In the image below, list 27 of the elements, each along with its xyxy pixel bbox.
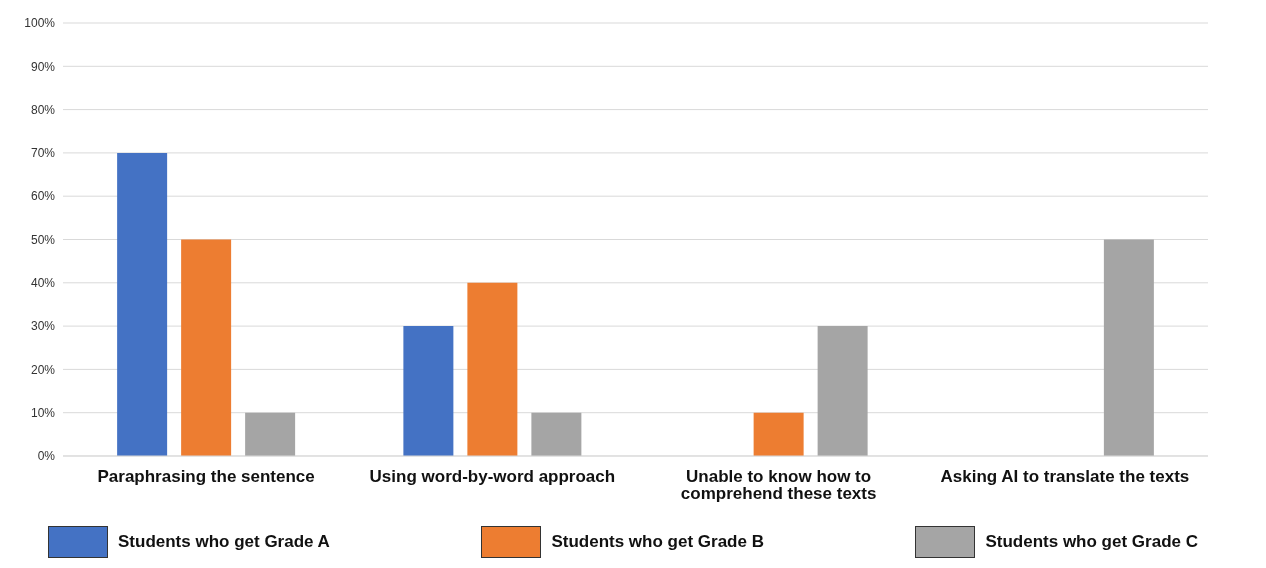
x-tick-label: Paraphrasing the sentence bbox=[97, 467, 315, 487]
y-tick-label: 40% bbox=[30, 276, 56, 291]
x-tick-label: Asking AI to translate the texts bbox=[940, 467, 1190, 487]
y-tick-label: 0% bbox=[37, 449, 56, 464]
bar bbox=[117, 152, 168, 456]
y-tick-label: 80% bbox=[30, 102, 56, 117]
x-tick-label: Unable to know how to comprehend these texts bbox=[680, 467, 877, 504]
y-tick-label: 100% bbox=[24, 16, 56, 31]
bar bbox=[181, 239, 232, 456]
y-tick-label: 30% bbox=[30, 319, 56, 334]
bar bbox=[245, 412, 296, 456]
legend-label: Students who get Grade A bbox=[118, 532, 330, 552]
y-tick-label: 10% bbox=[30, 405, 56, 420]
y-tick-label: 90% bbox=[30, 59, 56, 74]
bar bbox=[1103, 239, 1154, 456]
legend-label: Students who get Grade B bbox=[551, 532, 764, 552]
bar bbox=[467, 282, 518, 456]
bar bbox=[817, 326, 868, 456]
y-tick-label: 50% bbox=[30, 232, 56, 247]
x-tick-label: Using word-by-word approach bbox=[369, 467, 616, 487]
bar bbox=[753, 412, 804, 456]
legend-label: Students who get Grade C bbox=[985, 532, 1198, 552]
y-tick-label: 20% bbox=[30, 362, 56, 377]
bar bbox=[403, 326, 454, 456]
y-tick-label: 60% bbox=[30, 189, 56, 204]
bar bbox=[531, 412, 582, 456]
y-tick-label: 70% bbox=[30, 146, 56, 161]
